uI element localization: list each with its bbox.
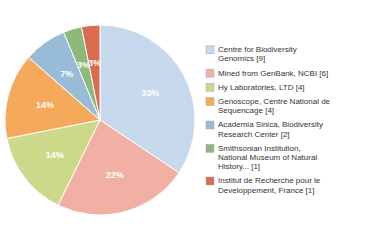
data-label: 22% [106,170,124,180]
chart: 33%22%14%14%7%3%3%Centre for Biodiversit… [0,0,380,240]
legend-swatch [206,69,214,77]
legend-swatch [206,98,214,106]
legend: Centre for BiodiversityGenomics [9] Mined… [206,45,331,194]
legend-label: Hy Laboratories, LTD [4] [218,83,305,92]
data-labels: 33%22%14%14%7%3%3% [36,58,159,180]
legend-item: Genoscope, Centre National deSequencage … [206,97,331,115]
legend-item: Hy Laboratories, LTD [4] [206,83,305,92]
legend-item: Academia Sinica, BiodiversityResearch Ce… [206,121,323,139]
legend-label: Genoscope, Centre National deSequencage … [218,97,331,115]
legend-item: Smithsonian Institution,National Museum … [206,144,317,171]
pie-slice [81,25,100,120]
legend-label: Institut de Recherche pour leDeveloppeme… [218,177,321,195]
data-label: 7% [60,69,73,79]
legend-swatch [206,121,214,129]
legend-item: Institut de Recherche pour leDeveloppeme… [206,177,321,195]
legend-swatch [206,144,214,152]
legend-item: Mined from GenBank, NCBI [6] [206,69,328,78]
data-label: 14% [46,150,64,160]
data-label: 14% [36,100,54,110]
legend-label: Smithsonian Institution,National Museum … [218,144,317,171]
legend-label: Mined from GenBank, NCBI [6] [218,69,328,78]
pie [5,25,195,215]
legend-swatch [206,46,214,54]
data-label: 3% [88,58,101,68]
legend-swatch [206,83,214,91]
legend-swatch [206,177,214,185]
legend-label: Centre for BiodiversityGenomics [9] [218,45,297,63]
data-label: 33% [141,88,159,98]
legend-label: Academia Sinica, BiodiversityResearch Ce… [218,121,323,139]
legend-item: Centre for BiodiversityGenomics [9] [206,45,297,63]
